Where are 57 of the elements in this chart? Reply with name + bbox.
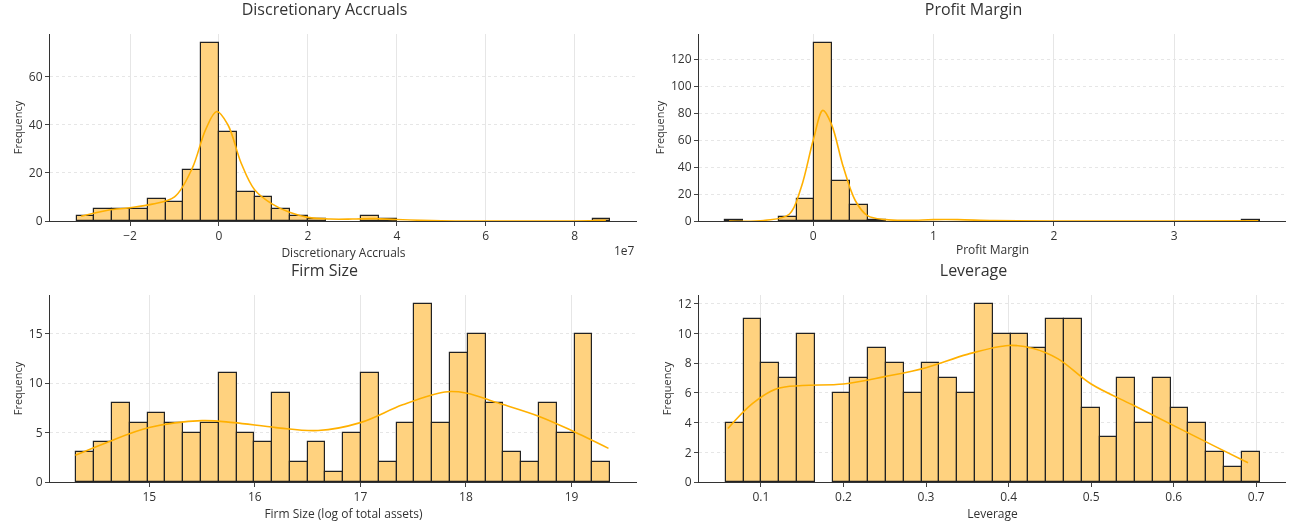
y-axis-title: Frequency	[651, 100, 667, 155]
text: 1e7	[614, 242, 635, 259]
x-tick-label: −2	[123, 227, 138, 245]
y-tick-label: 0	[684, 473, 692, 491]
x-axis-title: Leverage	[967, 505, 1019, 522]
x-tick-label: 0.2	[835, 488, 853, 506]
y-tick-label: 10	[677, 324, 692, 342]
y-tick-label: 2	[684, 443, 692, 461]
x-tick-label: 18	[459, 488, 473, 506]
y-axis-title: Frequency	[658, 361, 674, 416]
chart-title: Leverage	[939, 259, 1008, 282]
y-tick-label: 60	[677, 131, 692, 149]
x-tick-label: 0.6	[1165, 488, 1183, 506]
chart-title: Firm Size	[290, 259, 359, 282]
y-tick-label: 60	[28, 67, 43, 85]
y-tick-label: 100	[671, 77, 692, 95]
y-tick-label: 6	[684, 384, 692, 402]
x-tick-label: 6	[482, 227, 490, 245]
x-tick-label: 0.5	[1082, 488, 1100, 506]
x-axis-title: Profit Margin	[955, 241, 1030, 259]
x-tick-label: 2	[304, 227, 312, 245]
x-tick-label: 0	[215, 227, 223, 245]
y-tick-label: 0	[35, 212, 43, 230]
x-tick-label: 2	[1050, 227, 1058, 245]
x-tick-label: 0.3	[917, 488, 935, 506]
x-axis-title: Discretionary Accruals	[281, 244, 406, 261]
y-tick-label: 120	[671, 50, 692, 68]
x-tick-label: 19	[564, 488, 579, 506]
x-tick-label: 1	[930, 227, 937, 245]
x-tick-label: 8	[571, 227, 579, 245]
y-tick-label: 15	[28, 324, 43, 342]
y-tick-label: 4	[684, 413, 692, 431]
x-tick-label: 0.7	[1247, 488, 1265, 506]
y-tick-label: 20	[28, 164, 43, 182]
x-tick-label: 0	[809, 227, 817, 245]
y-tick-label: 40	[677, 158, 692, 176]
chart-title: Discretionary Accruals	[241, 0, 408, 21]
x-tick-label: 0.1	[752, 488, 770, 506]
y-tick-label: 12	[677, 295, 692, 313]
x-axis-title: Firm Size (log of total assets)	[264, 505, 424, 522]
y-tick-label: 20	[677, 185, 692, 203]
y-tick-label: 0	[35, 473, 43, 491]
y-tick-label: 0	[684, 212, 692, 230]
x-tick-label: 15	[142, 488, 157, 506]
x-tick-label: 0.4	[1000, 488, 1018, 506]
y-tick-label: 10	[28, 374, 43, 392]
y-tick-label: 5	[35, 423, 43, 441]
x-tick-label: 16	[247, 488, 262, 506]
y-tick-label: 8	[684, 354, 692, 372]
y-axis-title: Frequency	[9, 361, 25, 416]
y-tick-label: 80	[677, 104, 692, 122]
x-tick-label: 4	[393, 227, 401, 245]
x-tick-label: 17	[353, 488, 368, 506]
chart-title: Profit Margin	[924, 0, 1023, 21]
y-tick-label: 40	[28, 115, 43, 133]
x-tick-label: 3	[1170, 227, 1178, 245]
y-axis-title: Frequency	[9, 100, 25, 155]
